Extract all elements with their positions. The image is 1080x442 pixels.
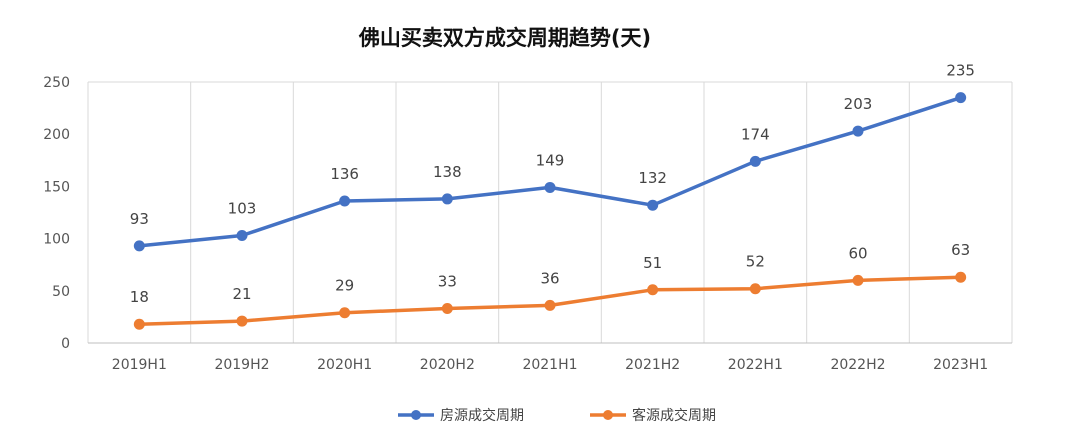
legend: 房源成交周期 客源成交周期: [398, 407, 716, 424]
data-point: [544, 181, 556, 193]
legend-swatch-marker: [603, 410, 613, 420]
x-tick-label: 2020H1: [317, 357, 372, 373]
x-tick-label: 2023H1: [933, 357, 988, 373]
x-tick-label: 2020H2: [420, 357, 475, 373]
data-label: 51: [643, 254, 662, 272]
y-tick-label: 200: [43, 127, 70, 143]
data-label: 136: [330, 165, 359, 183]
data-label: 33: [438, 273, 457, 291]
data-label: 203: [844, 95, 873, 113]
data-point: [647, 284, 659, 296]
y-tick-label: 0: [61, 336, 70, 352]
data-label: 149: [536, 151, 565, 169]
x-tick-label: 2019H2: [214, 357, 269, 373]
data-label: 103: [228, 199, 257, 217]
x-tick-label: 2021H1: [522, 357, 577, 373]
data-label: 63: [951, 241, 970, 259]
y-tick-label: 100: [43, 232, 70, 248]
data-point: [236, 229, 248, 241]
legend-swatch-marker: [411, 410, 421, 420]
series-2: 18 21 29 33 36 51 52 60 63: [130, 241, 970, 330]
x-tick-label: 2022H2: [830, 357, 885, 373]
data-label: 235: [946, 62, 975, 80]
y-tick-label: 250: [43, 75, 70, 91]
data-label: 52: [746, 253, 765, 271]
data-label: 60: [848, 244, 867, 262]
data-point: [749, 283, 761, 295]
legend-item: 房源成交周期: [398, 407, 524, 424]
data-point: [441, 193, 453, 205]
data-point: [133, 240, 145, 252]
data-label: 18: [130, 288, 149, 306]
data-label: 36: [540, 269, 559, 287]
x-tick-label: 2021H2: [625, 357, 680, 373]
data-label: 93: [130, 210, 149, 228]
data-label: 174: [741, 125, 770, 143]
series-line: [137, 95, 963, 248]
data-point: [955, 271, 967, 283]
data-point: [852, 274, 864, 286]
y-tick-label: 150: [43, 179, 70, 195]
data-label: 29: [335, 277, 354, 295]
legend-item: 客源成交周期: [590, 407, 716, 424]
data-point: [339, 307, 351, 319]
y-axis-ticks: 0 50 100 150 200 250: [43, 75, 70, 352]
data-point: [441, 303, 453, 315]
chart-title: 佛山买卖双方成交周期趋势(天): [358, 26, 651, 50]
y-tick-label: 50: [52, 284, 70, 300]
legend-label: 客源成交周期: [632, 407, 716, 424]
x-tick-label: 2022H1: [728, 357, 783, 373]
series-1: 93 103 136 138 149 132 174 203 235: [130, 62, 975, 252]
data-point: [236, 315, 248, 327]
series-layer: 93 103 136 138 149 132 174 203 235 18 21 29 33 36 51 52…: [130, 62, 975, 330]
data-label: 21: [232, 285, 251, 303]
data-point: [647, 199, 659, 211]
data-point: [852, 125, 864, 137]
x-axis-ticks: 2019H1 2019H2 2020H1 2020H2 2021H1 2021H2 2022…: [112, 357, 988, 373]
data-point: [339, 195, 351, 207]
data-label: 132: [638, 169, 667, 187]
data-point: [133, 318, 145, 330]
x-tick-label: 2019H1: [112, 357, 167, 373]
data-point: [955, 92, 967, 104]
gridlines: [87, 81, 1013, 344]
data-point: [544, 299, 556, 311]
legend-label: 房源成交周期: [440, 407, 524, 424]
data-label: 138: [433, 163, 462, 181]
data-point: [749, 155, 761, 167]
